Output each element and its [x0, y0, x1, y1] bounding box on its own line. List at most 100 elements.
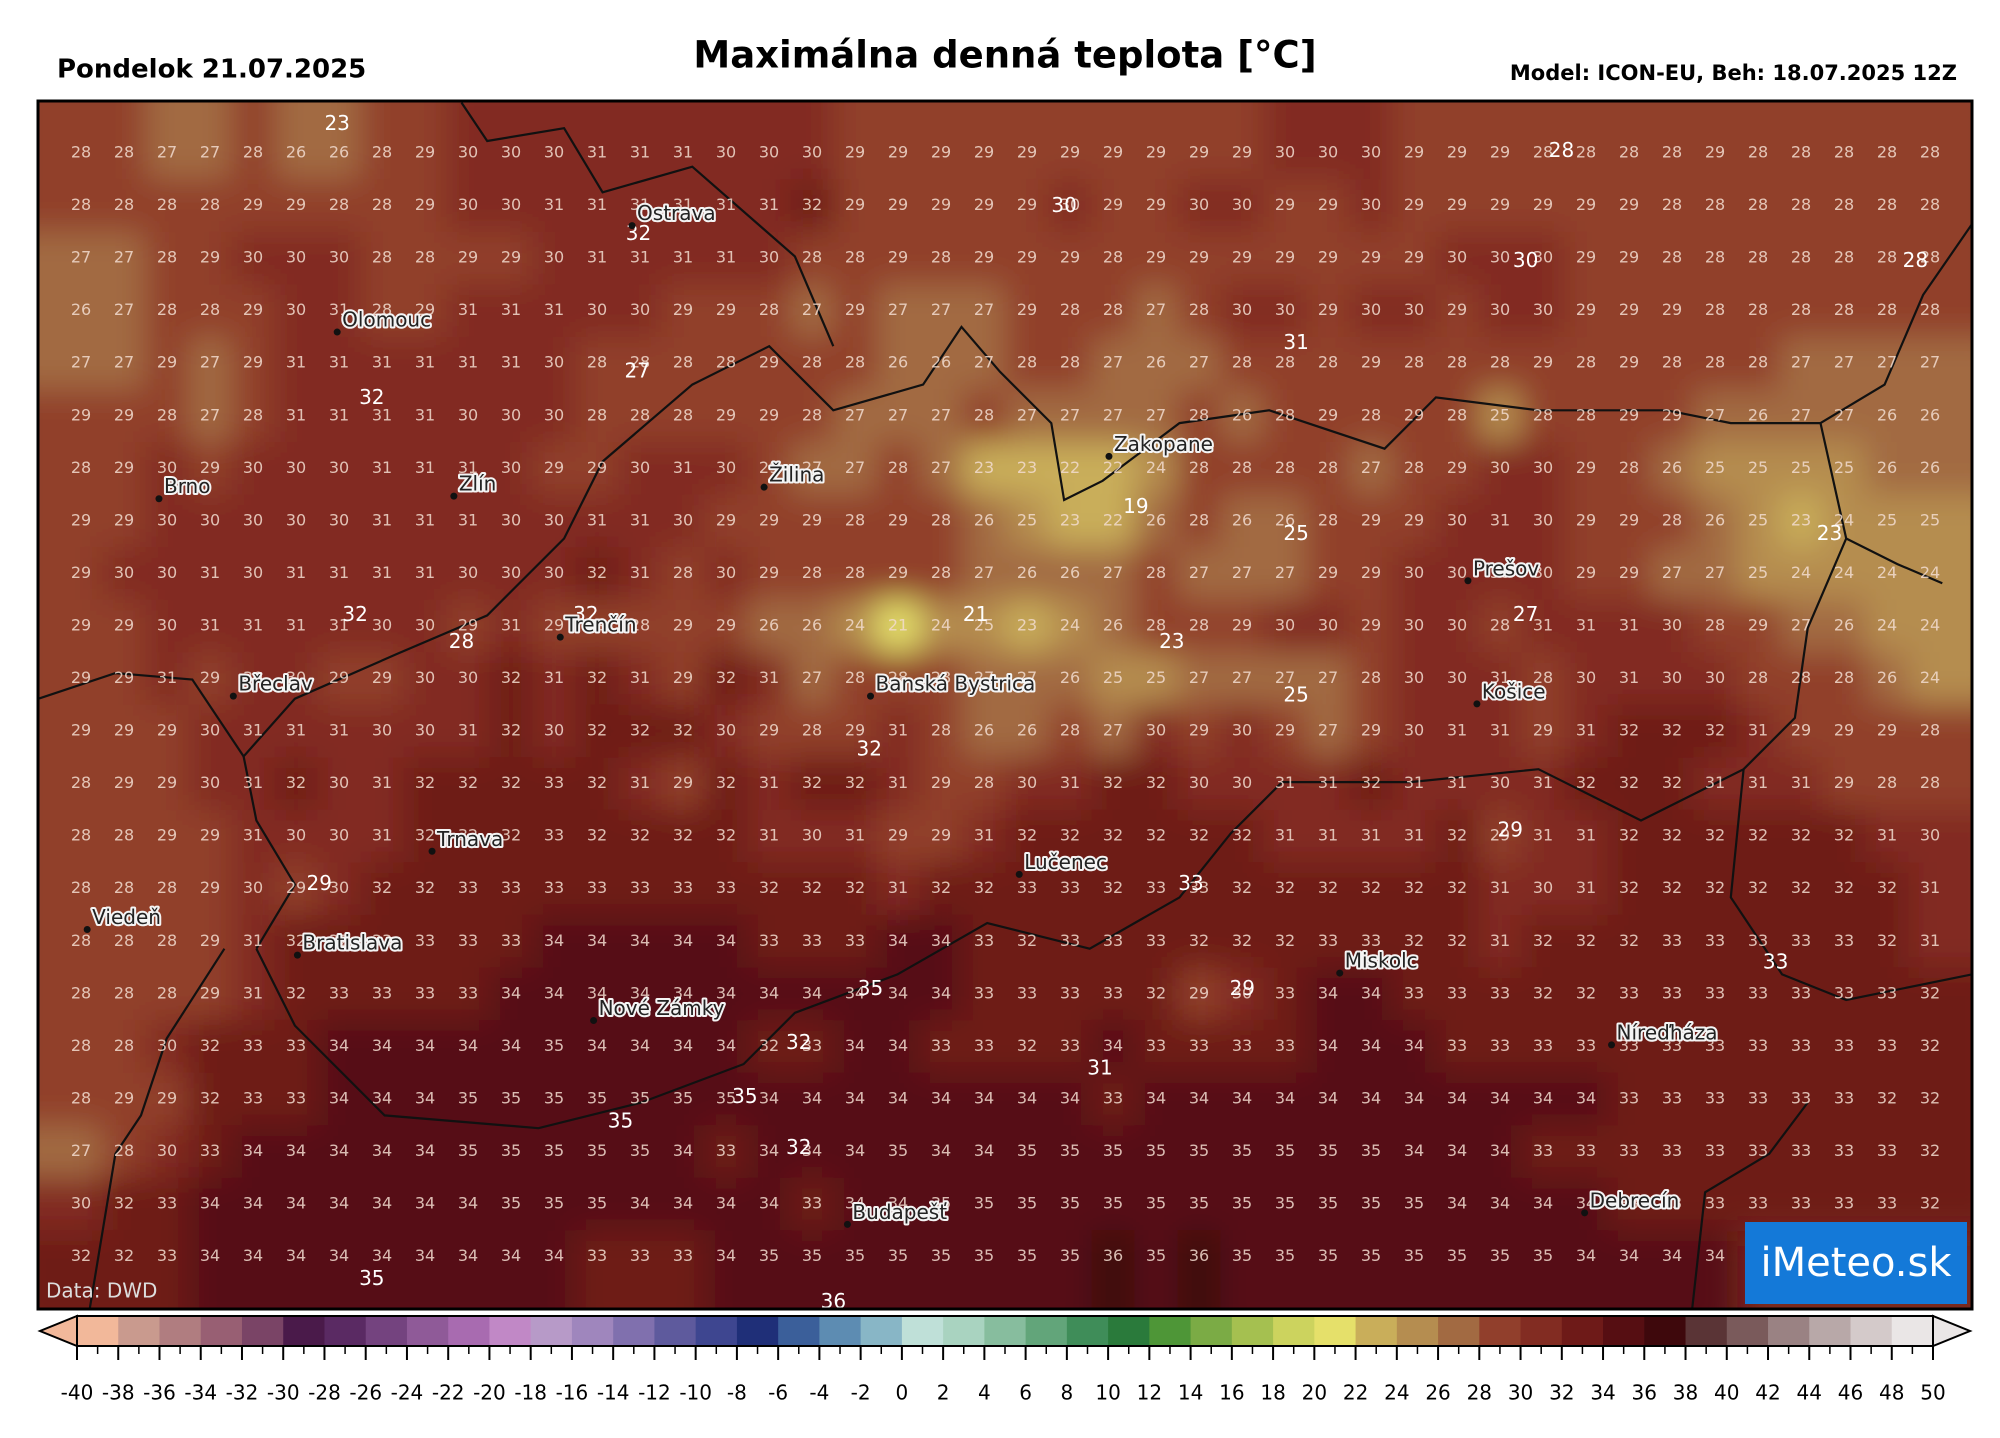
temperature-cell — [1048, 101, 1093, 181]
temperature-cell — [704, 442, 749, 496]
temperature-cell — [1435, 101, 1480, 181]
grid-value: 29 — [458, 615, 478, 634]
grid-value: 29 — [1447, 458, 1467, 477]
temperature-cell — [962, 442, 1007, 496]
temperature-cell — [790, 1072, 835, 1127]
grid-value: 29 — [888, 826, 908, 845]
grid-value: 35 — [1103, 1194, 1123, 1213]
grid-value: 30 — [1232, 721, 1252, 740]
grid-value: 34 — [329, 1194, 349, 1213]
temperature-cell — [1736, 862, 1781, 916]
grid-value: 32 — [415, 878, 435, 897]
temperature-cell — [38, 231, 104, 286]
temperature-cell — [1392, 1072, 1437, 1127]
temperature-cell — [1908, 1020, 1972, 1074]
grid-value: 30 — [1490, 248, 1510, 267]
temperature-cell — [704, 757, 749, 811]
grid-value: 27 — [1318, 721, 1338, 740]
grid-value: 29 — [587, 458, 607, 477]
grid-value: 29 — [1662, 300, 1682, 319]
temperature-cell — [1435, 336, 1480, 391]
grid-value: 33 — [1404, 983, 1424, 1002]
temperature-cell — [1005, 494, 1050, 549]
grid-value: 34 — [845, 983, 865, 1002]
temperature-cell — [1779, 389, 1824, 444]
colorbar-label: 34 — [1590, 1381, 1615, 1405]
temperature-cell — [1005, 1125, 1050, 1179]
contour-label: 31 — [1283, 330, 1308, 354]
temperature-cell — [962, 1072, 1007, 1127]
grid-value: 28 — [157, 195, 177, 214]
temperature-cell — [403, 284, 448, 338]
temperature-cell — [661, 494, 706, 549]
temperature-cell — [919, 231, 964, 286]
temperature-cell — [1908, 336, 1972, 391]
temperature-cell — [876, 757, 921, 811]
grid-value: 27 — [1103, 563, 1123, 582]
temperature-cell — [360, 1020, 405, 1074]
temperature-cell — [1564, 284, 1609, 338]
temperature-cell — [704, 231, 749, 286]
contour-label: 25 — [1283, 521, 1308, 545]
temperature-cell — [962, 547, 1007, 601]
city-dot — [590, 1017, 598, 1025]
grid-value: 31 — [888, 721, 908, 740]
temperature-cell — [962, 389, 1007, 444]
grid-value: 32 — [1103, 878, 1123, 897]
grid-value: 32 — [200, 1088, 220, 1107]
grid-value: 32 — [1017, 931, 1037, 950]
city-dot — [83, 925, 91, 933]
colorbar-segment — [200, 1316, 243, 1346]
grid-value: 25 — [1103, 668, 1123, 687]
temperature-cell — [38, 967, 104, 1022]
grid-value: 34 — [1017, 1088, 1037, 1107]
temperature-cell — [618, 967, 663, 1022]
temperature-cell — [360, 704, 405, 759]
temperature-cell — [1650, 1072, 1695, 1127]
temperature-cell — [1779, 336, 1824, 391]
grid-value: 27 — [1877, 353, 1897, 372]
grid-value: 29 — [458, 248, 478, 267]
grid-value: 32 — [673, 826, 693, 845]
grid-value: 28 — [931, 721, 951, 740]
temperature-cell — [1349, 547, 1394, 601]
grid-value: 25 — [1877, 510, 1897, 529]
grid-value: 28 — [1834, 668, 1854, 687]
temperature-cell — [38, 862, 104, 916]
temperature-cell — [403, 336, 448, 391]
grid-value: 30 — [243, 563, 263, 582]
grid-value: 35 — [1189, 1141, 1209, 1160]
temperature-cell — [876, 967, 921, 1022]
temperature-cell — [1091, 231, 1136, 286]
grid-value: 33 — [1576, 1036, 1596, 1055]
grid-value: 28 — [1318, 353, 1338, 372]
grid-value: 34 — [501, 1246, 521, 1265]
grid-value: 29 — [501, 248, 521, 267]
temperature-cell — [704, 652, 749, 706]
temperature-cell — [489, 967, 534, 1022]
grid-value: 27 — [1146, 300, 1166, 319]
temperature-cell — [274, 284, 319, 338]
contour-label: 32 — [857, 737, 882, 761]
grid-value: 32 — [329, 931, 349, 950]
temperature-cell — [1306, 862, 1351, 916]
temperature-cell — [1220, 336, 1265, 391]
grid-value: 34 — [1318, 1036, 1338, 1055]
grid-value: 35 — [1447, 1246, 1467, 1265]
temperature-cell — [1693, 862, 1738, 916]
colorbar-segment — [283, 1316, 326, 1346]
temperature-cell — [360, 179, 405, 233]
grid-value: 31 — [1576, 615, 1596, 634]
grid-value: 30 — [1447, 615, 1467, 634]
temperature-cell — [1306, 101, 1351, 181]
grid-value: 33 — [1705, 931, 1725, 950]
contour-label: 32 — [573, 602, 598, 626]
temperature-cell — [919, 547, 964, 601]
colorbar-label: 0 — [896, 1381, 909, 1405]
temperature-cell — [274, 179, 319, 233]
temperature-cell — [1177, 494, 1222, 549]
temperature-cell — [575, 547, 620, 601]
temperature-cell — [1736, 1020, 1781, 1074]
temperature-cell — [231, 1177, 276, 1232]
grid-value: 31 — [1619, 615, 1639, 634]
